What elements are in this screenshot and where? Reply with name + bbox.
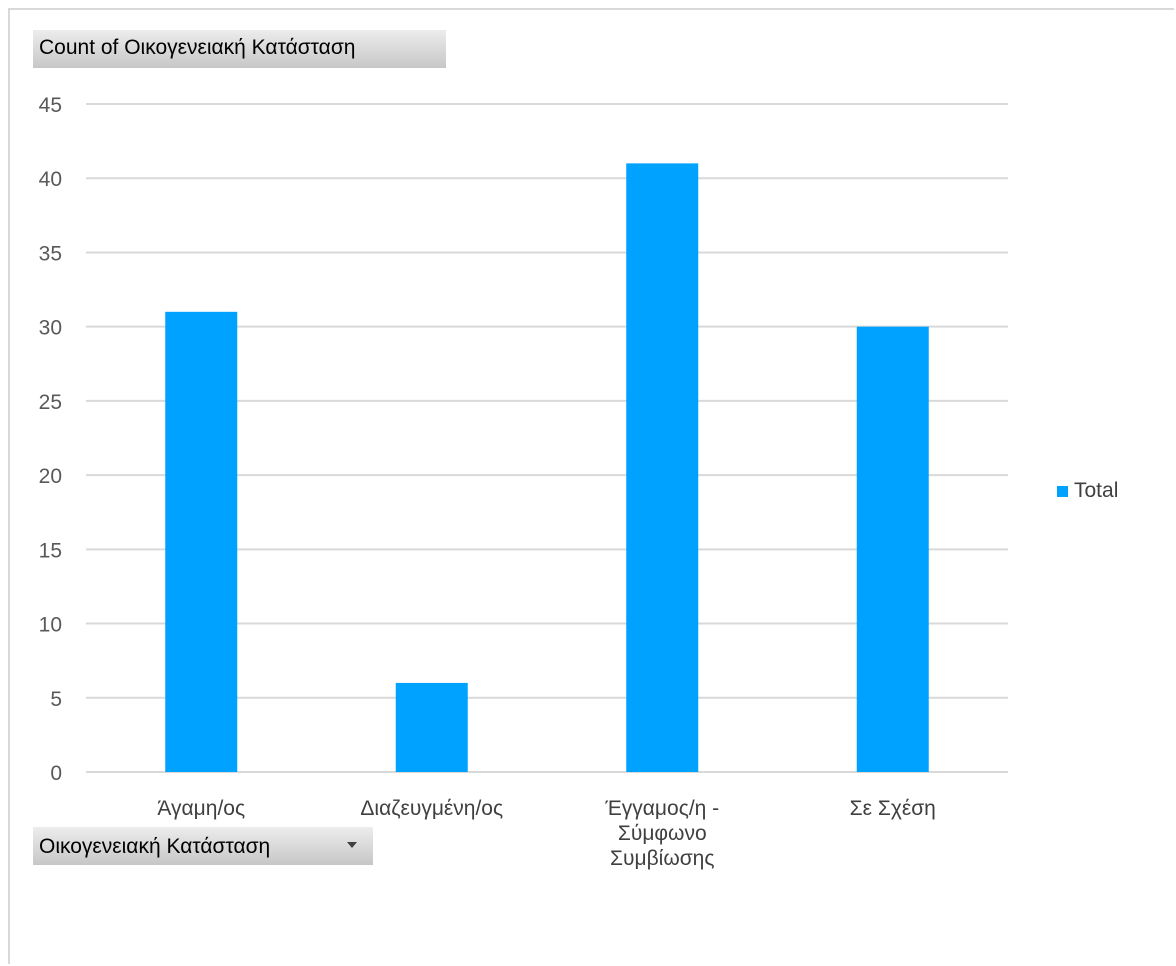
x-category-label: Έγγαμος/η -Σύμφωνο Συμβίωσης [604, 797, 719, 870]
x-axis-category-labels: Άγαμη/ος Διαζευγμένη/ος Έγγαμος/η -Σύμφωνο… [157, 797, 935, 870]
bar[interactable] [395, 682, 468, 772]
y-tick-label: 20 [39, 465, 62, 488]
chevron-down-icon[interactable] [347, 842, 357, 848]
y-axis-tick-labels: 0 5 10 15 20 25 30 35 40 45 [39, 94, 62, 785]
y-tick-label: 35 [39, 242, 62, 265]
legend-swatch [1057, 485, 1068, 497]
axis-field-button[interactable]: Οικογενειακή Κατάσταση [33, 827, 373, 865]
y-tick-label: 45 [39, 94, 62, 117]
bar[interactable] [856, 326, 929, 772]
y-tick-label: 10 [39, 614, 62, 637]
y-tick-label: 5 [50, 688, 62, 711]
x-category-label: Διαζευγμένη/ος [360, 797, 503, 820]
value-field-label: Count of Οικογενειακή Κατάσταση [39, 36, 356, 59]
legend-label: Total [1074, 479, 1119, 502]
value-field-button[interactable]: Count of Οικογενειακή Κατάσταση [33, 30, 446, 68]
y-tick-label: 15 [39, 539, 62, 562]
y-tick-label: 30 [39, 317, 62, 340]
bar[interactable] [165, 311, 238, 772]
axis-field-label: Οικογενειακή Κατάσταση [39, 835, 271, 858]
y-tick-label: 25 [39, 391, 62, 414]
x-category-label: Άγαμη/ος [157, 797, 245, 820]
x-category-label: Σε Σχέση [850, 797, 936, 820]
bar[interactable] [626, 163, 699, 772]
legend: Total [1057, 478, 1118, 504]
bars [165, 163, 929, 772]
y-tick-label: 0 [50, 762, 62, 785]
y-tick-label: 40 [39, 168, 62, 191]
gridlines [86, 103, 1008, 773]
